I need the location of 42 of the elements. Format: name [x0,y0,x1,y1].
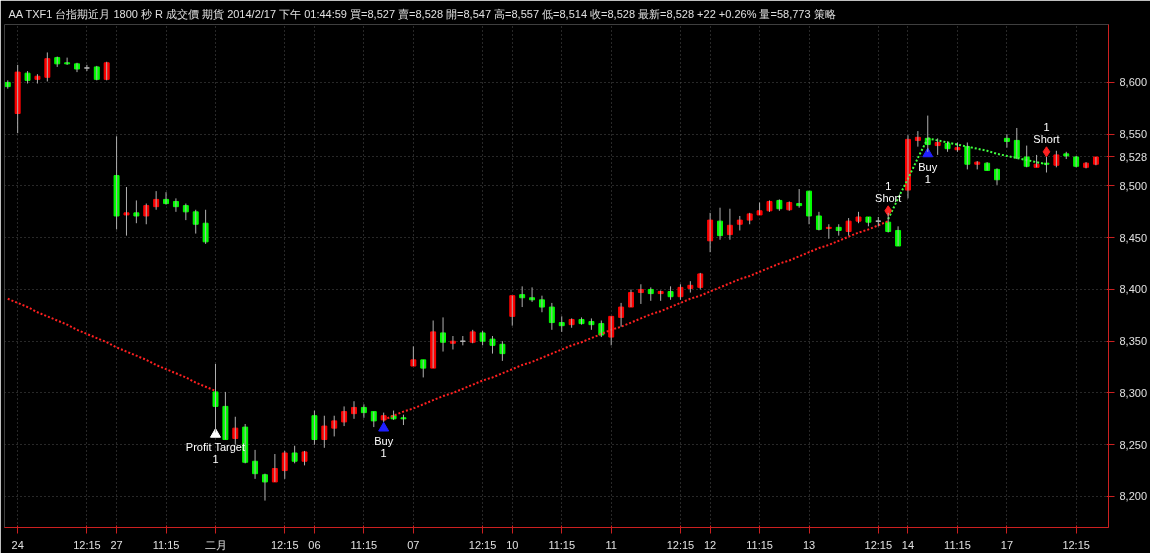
x-tick-label: 06 [308,538,321,551]
x-tick-label: 07 [407,538,420,551]
x-tick-label: 12:15 [1062,538,1090,551]
annotation: 1 [212,453,219,466]
y-tick-label: 8,528 [1119,150,1148,163]
y-tick-label: 8,350 [1119,335,1148,348]
y-tick-label: 8,500 [1119,179,1148,192]
series-label: Short [875,191,902,204]
chart-title: AA TXF1 台指期近月 1800 秒 R 成交價 期貨 2014/2/17 下午 01:44:59 買=8,527 賣=8,528 開=8,547 高=8,557 低=8,514 收=8,528 最新=8,528 +22 +0.26% 量=58,773 策略 [8,7,836,20]
x-tick-label: 24 [11,538,24,551]
x-tick-label: 12:15 [270,538,299,551]
x-tick-label: 13 [802,538,816,551]
x-tick-label: 12 [704,538,717,551]
y-tick-label: 8,550 [1119,128,1148,141]
y-tick-label: 8,250 [1119,438,1148,451]
x-tick-label: 27 [110,538,123,551]
x-tick-label: 11:15 [548,538,576,551]
x-tick-label: 12:15 [73,538,101,551]
x-tick-label: 12:15 [666,538,695,551]
x-tick-label: 12:15 [864,538,893,551]
text: Buy [374,435,394,448]
x-tick-label: 11:15 [350,538,378,551]
x-tick-label: 11:15 [152,538,180,551]
y-tick-label: 8,600 [1119,76,1148,89]
x-tick-label: 二月 [204,538,227,551]
x-tick-label: 10 [506,538,519,551]
series-label: Buy [918,160,938,173]
annotation: 1 [885,179,892,192]
y-tick-label: 8,400 [1119,283,1148,296]
x-tick-label: 17 [1000,538,1014,551]
x-tick-label: 11:15 [746,538,773,551]
x-tick-label: 11:15 [944,538,971,551]
y-tick-label: 8,450 [1119,231,1148,244]
y-tick-label: 8,200 [1119,490,1148,503]
x-tick-label: 14 [901,538,915,551]
annotation: 1 [380,447,387,460]
text: Short [1033,132,1060,145]
x-tick-label: 11 [605,538,617,551]
annotation: 1 [1043,120,1050,133]
y-tick-label: 8,300 [1119,386,1148,399]
annotation: 1 [924,172,931,185]
x-tick-label: 12:15 [468,538,497,551]
